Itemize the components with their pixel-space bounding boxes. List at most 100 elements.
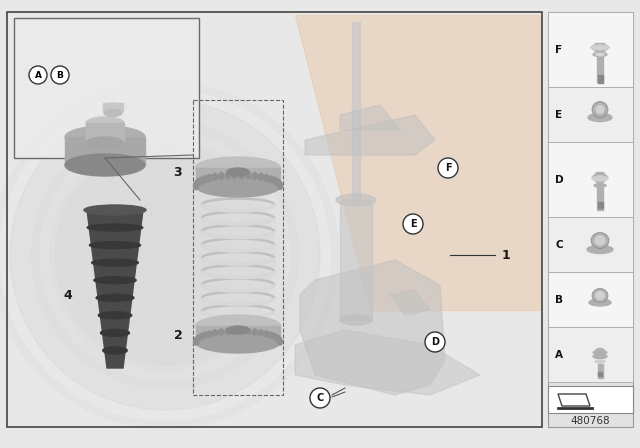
Bar: [352, 22, 360, 202]
Text: 3: 3: [173, 165, 182, 178]
Bar: [103, 103, 123, 111]
Bar: [597, 188, 603, 210]
Polygon shape: [100, 315, 130, 333]
Bar: [14, 18, 199, 158]
Bar: [340, 200, 372, 320]
Ellipse shape: [202, 176, 207, 183]
Ellipse shape: [100, 329, 129, 336]
Ellipse shape: [103, 103, 123, 111]
Ellipse shape: [219, 172, 223, 180]
Circle shape: [438, 158, 458, 178]
Bar: [548, 12, 633, 427]
Polygon shape: [295, 15, 540, 310]
Ellipse shape: [259, 330, 264, 336]
Ellipse shape: [588, 113, 612, 121]
Ellipse shape: [587, 246, 613, 254]
Ellipse shape: [275, 179, 280, 186]
Bar: [597, 56, 603, 82]
Polygon shape: [102, 333, 127, 350]
Bar: [598, 74, 602, 82]
Bar: [7, 12, 542, 427]
Bar: [548, 12, 633, 87]
Ellipse shape: [198, 334, 204, 340]
Polygon shape: [87, 210, 143, 228]
Ellipse shape: [593, 52, 607, 56]
Ellipse shape: [195, 175, 280, 197]
Ellipse shape: [277, 337, 282, 343]
Polygon shape: [593, 349, 607, 357]
Ellipse shape: [65, 126, 145, 148]
Text: C: C: [555, 240, 563, 250]
Circle shape: [403, 214, 423, 234]
Ellipse shape: [96, 294, 134, 301]
Ellipse shape: [273, 177, 277, 184]
Ellipse shape: [65, 154, 145, 176]
Ellipse shape: [195, 157, 280, 179]
Polygon shape: [92, 245, 138, 263]
Ellipse shape: [202, 332, 207, 338]
Text: F: F: [445, 163, 451, 173]
Polygon shape: [98, 298, 132, 315]
Ellipse shape: [212, 173, 218, 180]
Text: 1: 1: [502, 249, 510, 262]
Ellipse shape: [246, 172, 251, 179]
Ellipse shape: [193, 339, 198, 345]
Ellipse shape: [259, 173, 264, 180]
Ellipse shape: [92, 259, 138, 266]
Text: E: E: [555, 109, 562, 120]
Bar: [65, 137, 145, 165]
Polygon shape: [89, 228, 141, 245]
Circle shape: [10, 100, 320, 410]
Bar: [86, 123, 124, 143]
Bar: [598, 202, 602, 207]
Ellipse shape: [239, 172, 244, 179]
Polygon shape: [93, 263, 136, 280]
Polygon shape: [305, 115, 435, 155]
Ellipse shape: [336, 194, 376, 206]
Text: B: B: [555, 294, 563, 305]
Ellipse shape: [194, 181, 199, 188]
Text: D: D: [555, 175, 564, 185]
Ellipse shape: [193, 182, 198, 190]
Ellipse shape: [195, 315, 280, 337]
Ellipse shape: [225, 328, 230, 334]
Bar: [548, 87, 633, 142]
Polygon shape: [591, 43, 609, 52]
Ellipse shape: [275, 336, 280, 341]
Ellipse shape: [104, 109, 122, 116]
Polygon shape: [592, 172, 608, 182]
Ellipse shape: [592, 176, 608, 181]
Circle shape: [310, 388, 330, 408]
Ellipse shape: [595, 292, 605, 300]
Ellipse shape: [99, 312, 132, 319]
Ellipse shape: [195, 331, 280, 353]
Ellipse shape: [239, 328, 244, 334]
Ellipse shape: [264, 331, 269, 337]
Polygon shape: [105, 350, 125, 368]
Text: E: E: [410, 219, 416, 229]
Circle shape: [425, 332, 445, 352]
Ellipse shape: [340, 315, 372, 325]
Ellipse shape: [596, 105, 604, 113]
Ellipse shape: [593, 354, 607, 358]
Bar: [548, 327, 633, 382]
Bar: [598, 371, 602, 375]
Text: 480768: 480768: [571, 416, 611, 426]
Ellipse shape: [86, 137, 124, 149]
Ellipse shape: [278, 339, 282, 345]
Polygon shape: [300, 260, 445, 395]
Ellipse shape: [264, 174, 269, 181]
Ellipse shape: [86, 117, 124, 129]
Ellipse shape: [592, 289, 608, 302]
Text: C: C: [316, 393, 324, 403]
Ellipse shape: [207, 331, 212, 337]
Ellipse shape: [198, 177, 204, 184]
Circle shape: [10, 100, 320, 410]
Ellipse shape: [252, 172, 257, 180]
Bar: [548, 272, 633, 327]
Polygon shape: [96, 280, 134, 298]
Ellipse shape: [232, 328, 237, 334]
Ellipse shape: [207, 174, 212, 181]
Ellipse shape: [269, 176, 274, 183]
Bar: [598, 363, 602, 378]
